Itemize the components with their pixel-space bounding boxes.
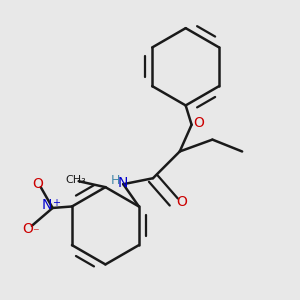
- Text: H: H: [111, 174, 121, 187]
- Text: N: N: [42, 198, 52, 212]
- Text: +: +: [52, 198, 60, 208]
- Text: O: O: [22, 222, 33, 236]
- Text: O: O: [32, 177, 43, 191]
- Text: ⁻: ⁻: [32, 226, 39, 239]
- Text: N: N: [118, 176, 128, 190]
- Text: O: O: [176, 195, 187, 209]
- Text: CH₃: CH₃: [65, 175, 86, 185]
- Text: O: O: [194, 116, 205, 130]
